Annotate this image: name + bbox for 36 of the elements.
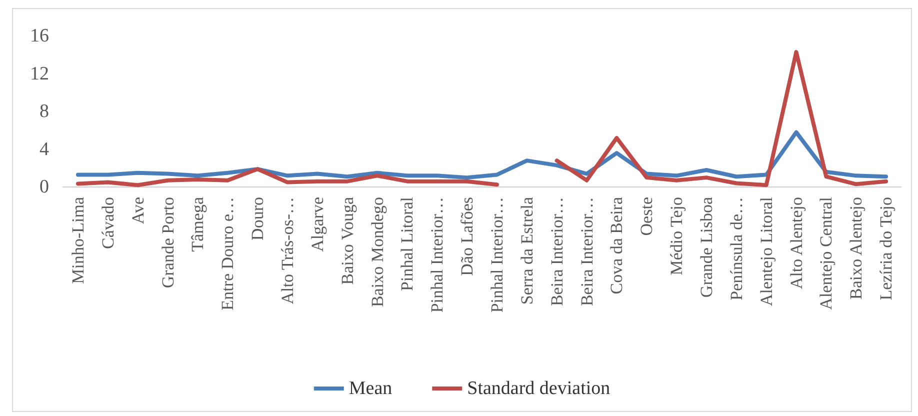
x-tick-label: Alentejo Central	[816, 196, 836, 310]
x-tick-label: Pinhal Litoral	[398, 196, 417, 291]
legend-label: Mean	[348, 378, 393, 399]
x-tick-label: Tâmega	[188, 196, 208, 252]
x-tick-label: Douro	[248, 197, 268, 240]
x-tick-label: Baixo Alentejo	[846, 197, 866, 300]
x-tick-label: Entre Douro e…	[218, 197, 238, 310]
x-tick-label: Alto Alentejo	[786, 197, 806, 290]
y-tick-label: 16	[30, 26, 49, 46]
y-tick-label: 12	[30, 63, 49, 84]
x-tick-label: Beira Interior…	[547, 197, 566, 306]
y-tick-label: 0	[40, 176, 49, 198]
x-tick-label: Cova da Beira	[607, 196, 626, 294]
x-tick-label: Grande Porto	[158, 197, 178, 288]
y-tick-label: 4	[40, 138, 50, 160]
x-tick-label: Península de…	[726, 197, 746, 300]
x-tick-label: Algarve	[308, 197, 327, 252]
x-tick-label: Dão Lafões	[458, 197, 477, 276]
x-tick-label: Médio Tejo	[667, 197, 686, 276]
x-tick-label: Serra da Estrela	[517, 196, 536, 305]
x-tick-label: Minho-Lima	[68, 196, 88, 284]
x-tick-label: Alentejo Litoral	[756, 196, 776, 306]
x-tick-label: Lezíria do Tejo	[876, 197, 896, 300]
x-tick-label: Baixo Mondego	[368, 197, 387, 308]
line-series	[76, 130, 888, 180]
legend-label: Standard deviation	[467, 378, 611, 399]
x-tick-label: Grande Lisboa	[696, 196, 716, 298]
x-tick-label: Cávado	[98, 197, 118, 249]
x-tick-label: Oeste	[637, 197, 656, 236]
x-tick-label: Pinhal Interior…	[487, 197, 506, 313]
x-tick-label: Baixo Vouga	[338, 196, 357, 285]
y-tick-label: 8	[40, 101, 49, 122]
x-tick-label: Alto Trás-os-…	[278, 197, 297, 304]
x-tick-label: Ave	[128, 197, 148, 224]
x-tick-label: Pinhal Interior…	[428, 197, 447, 313]
x-tick-label: Beira Interior…	[577, 197, 596, 306]
